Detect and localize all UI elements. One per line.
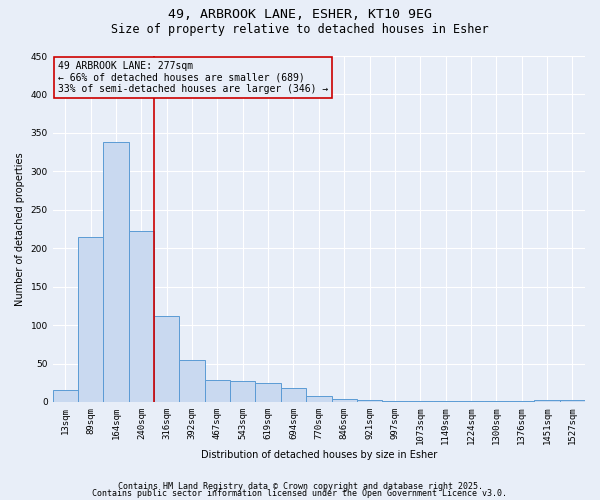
Bar bbox=[78, 236, 103, 402]
Bar bbox=[535, 400, 560, 402]
Bar bbox=[509, 401, 535, 402]
Bar bbox=[484, 401, 509, 402]
X-axis label: Distribution of detached houses by size in Esher: Distribution of detached houses by size … bbox=[201, 450, 437, 460]
Bar bbox=[179, 360, 205, 402]
Bar bbox=[103, 142, 129, 402]
Bar bbox=[382, 401, 407, 402]
Bar bbox=[205, 380, 230, 402]
Bar bbox=[256, 382, 281, 402]
Bar bbox=[281, 388, 306, 402]
Y-axis label: Number of detached properties: Number of detached properties bbox=[15, 152, 25, 306]
Text: 49 ARBROOK LANE: 277sqm
← 66% of detached houses are smaller (689)
33% of semi-d: 49 ARBROOK LANE: 277sqm ← 66% of detache… bbox=[58, 61, 328, 94]
Bar bbox=[407, 401, 433, 402]
Bar bbox=[332, 399, 357, 402]
Bar bbox=[357, 400, 382, 402]
Bar bbox=[433, 401, 458, 402]
Text: Size of property relative to detached houses in Esher: Size of property relative to detached ho… bbox=[111, 22, 489, 36]
Bar bbox=[129, 232, 154, 402]
Bar bbox=[560, 400, 585, 402]
Bar bbox=[53, 390, 78, 402]
Text: Contains public sector information licensed under the Open Government Licence v3: Contains public sector information licen… bbox=[92, 490, 508, 498]
Bar bbox=[306, 396, 332, 402]
Text: Contains HM Land Registry data © Crown copyright and database right 2025.: Contains HM Land Registry data © Crown c… bbox=[118, 482, 482, 491]
Bar bbox=[458, 401, 484, 402]
Text: 49, ARBROOK LANE, ESHER, KT10 9EG: 49, ARBROOK LANE, ESHER, KT10 9EG bbox=[168, 8, 432, 20]
Bar bbox=[230, 381, 256, 402]
Bar bbox=[154, 316, 179, 402]
